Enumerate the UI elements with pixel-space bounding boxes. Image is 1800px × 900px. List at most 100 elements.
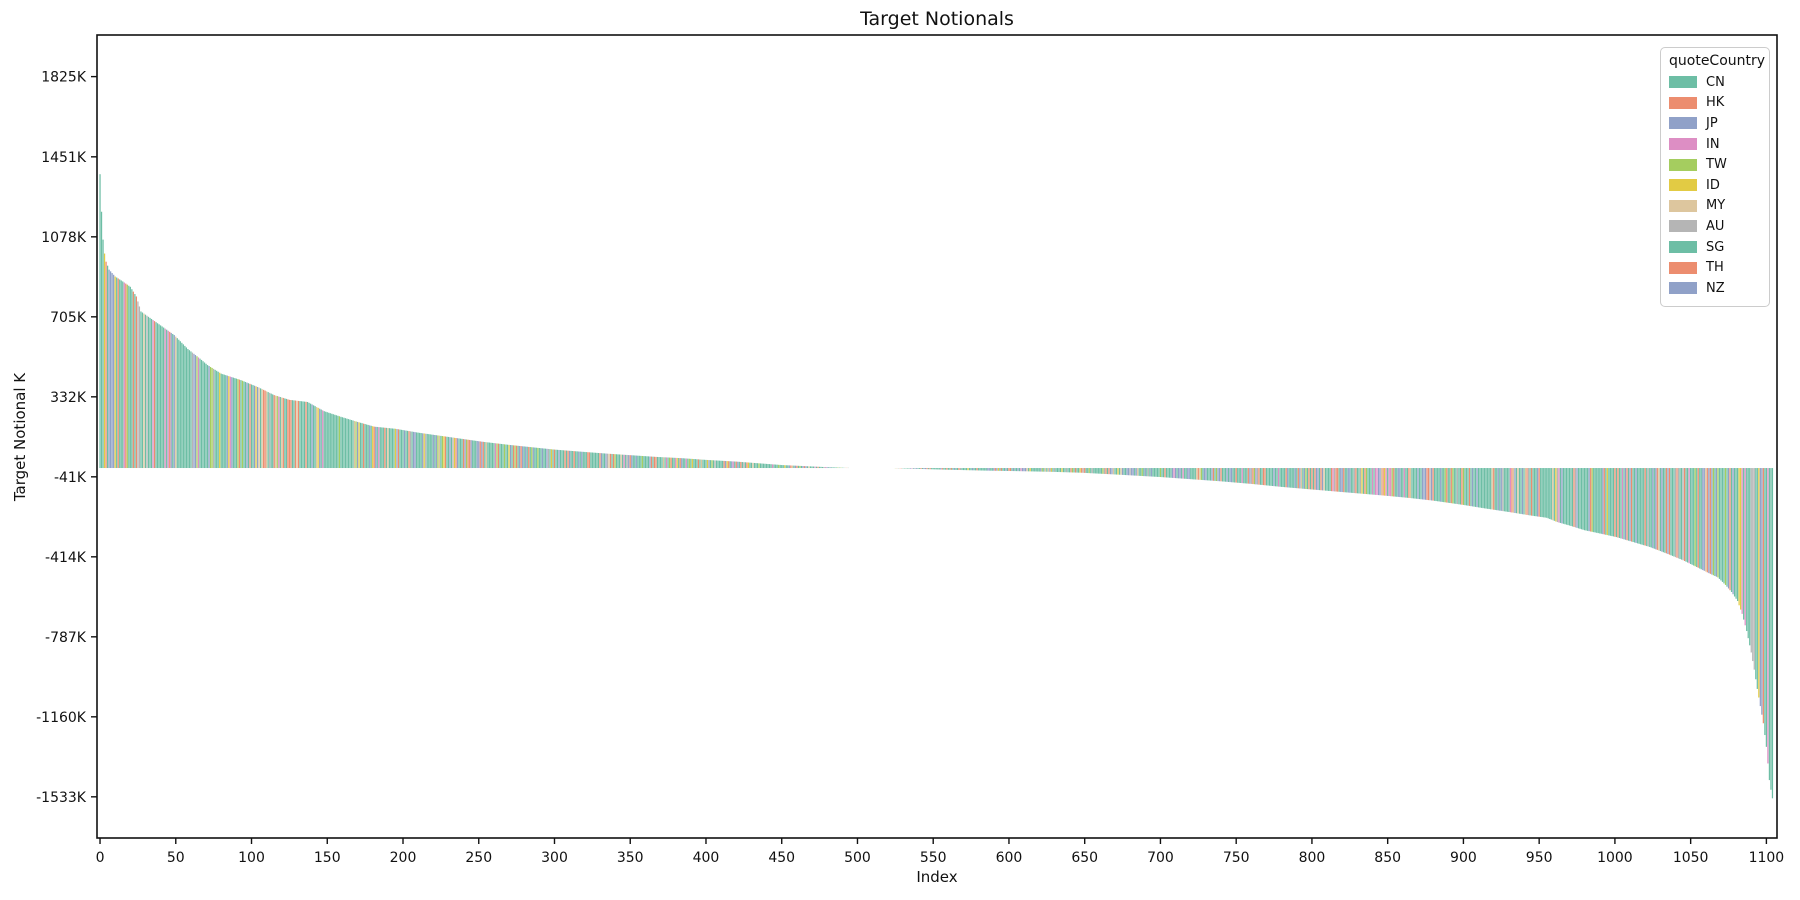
bar xyxy=(420,433,422,469)
bar xyxy=(1364,468,1366,494)
bar xyxy=(1465,468,1468,506)
bar xyxy=(455,438,457,469)
bar xyxy=(579,451,581,469)
bar xyxy=(1312,468,1315,490)
bar xyxy=(399,429,401,469)
bar xyxy=(1697,468,1699,568)
bar xyxy=(303,401,306,469)
legend-entry-in: IN xyxy=(1669,134,1761,155)
bar xyxy=(203,362,206,469)
bar xyxy=(1420,468,1422,500)
bar xyxy=(414,432,416,469)
bar xyxy=(1370,468,1372,495)
bar xyxy=(978,468,980,471)
bar xyxy=(1750,468,1752,653)
bar xyxy=(526,446,528,469)
bar xyxy=(1314,468,1316,490)
bar xyxy=(1712,468,1714,576)
bar xyxy=(1323,468,1325,491)
bar xyxy=(273,395,275,469)
bar xyxy=(1240,468,1242,483)
bar xyxy=(1664,468,1666,553)
bar xyxy=(1137,468,1139,476)
bar xyxy=(1146,468,1148,477)
bar xyxy=(590,452,592,469)
bar xyxy=(1281,468,1283,487)
bar xyxy=(973,468,975,471)
bar xyxy=(216,370,218,469)
bar xyxy=(370,425,372,469)
bar xyxy=(1043,468,1045,472)
bar xyxy=(623,454,625,469)
bar xyxy=(167,330,169,469)
bar xyxy=(1170,468,1172,478)
bar xyxy=(764,463,766,469)
bar xyxy=(269,392,271,469)
bar xyxy=(1721,468,1724,582)
bar xyxy=(1008,468,1010,471)
bar xyxy=(246,382,248,469)
bar xyxy=(982,468,984,471)
bar xyxy=(1071,468,1074,473)
bar xyxy=(702,459,704,469)
bar xyxy=(1258,468,1260,485)
bar xyxy=(1561,468,1563,524)
bar xyxy=(1544,468,1546,518)
bar xyxy=(1317,468,1319,490)
bar xyxy=(1111,468,1113,475)
bar xyxy=(1388,468,1390,497)
bar xyxy=(419,432,421,469)
bar xyxy=(1626,468,1628,541)
legend-label: CN xyxy=(1706,74,1725,90)
bar xyxy=(578,451,580,469)
bar xyxy=(547,448,550,469)
bar xyxy=(1094,468,1096,474)
bar xyxy=(1414,468,1416,499)
bar xyxy=(1073,468,1075,473)
legend-label: TH xyxy=(1706,260,1724,276)
bar xyxy=(1379,468,1381,496)
bar xyxy=(1441,468,1443,502)
bar xyxy=(799,465,801,469)
bar xyxy=(213,368,215,469)
bar xyxy=(906,468,909,469)
bar xyxy=(1688,468,1690,564)
bar xyxy=(485,442,487,469)
bar xyxy=(1032,468,1034,472)
bar xyxy=(496,443,498,469)
bar xyxy=(508,444,510,469)
bar xyxy=(1247,468,1249,484)
bar xyxy=(794,465,796,469)
bar xyxy=(1430,468,1433,501)
bar xyxy=(603,453,606,469)
bar xyxy=(921,468,924,470)
bar xyxy=(1384,468,1386,496)
bar xyxy=(1065,468,1068,473)
bar xyxy=(525,446,527,469)
bar xyxy=(588,452,590,469)
bar xyxy=(1209,468,1212,481)
bar xyxy=(1261,468,1263,485)
bar xyxy=(1159,468,1162,478)
bar xyxy=(1499,468,1501,511)
bar xyxy=(832,467,834,469)
bar xyxy=(1591,468,1593,532)
bar xyxy=(1296,468,1298,489)
bar xyxy=(952,468,954,470)
bar xyxy=(652,456,654,469)
bar xyxy=(1367,468,1369,495)
bar xyxy=(1644,468,1646,546)
bar xyxy=(1490,468,1492,510)
bar xyxy=(608,453,610,469)
bar xyxy=(558,449,560,469)
bar xyxy=(426,433,428,469)
bar xyxy=(1452,468,1454,504)
bar xyxy=(617,454,619,469)
bar xyxy=(556,449,559,469)
bar xyxy=(723,460,725,469)
bar xyxy=(1411,468,1413,499)
bar xyxy=(728,461,730,469)
bar xyxy=(672,457,674,469)
bar xyxy=(1555,468,1557,522)
